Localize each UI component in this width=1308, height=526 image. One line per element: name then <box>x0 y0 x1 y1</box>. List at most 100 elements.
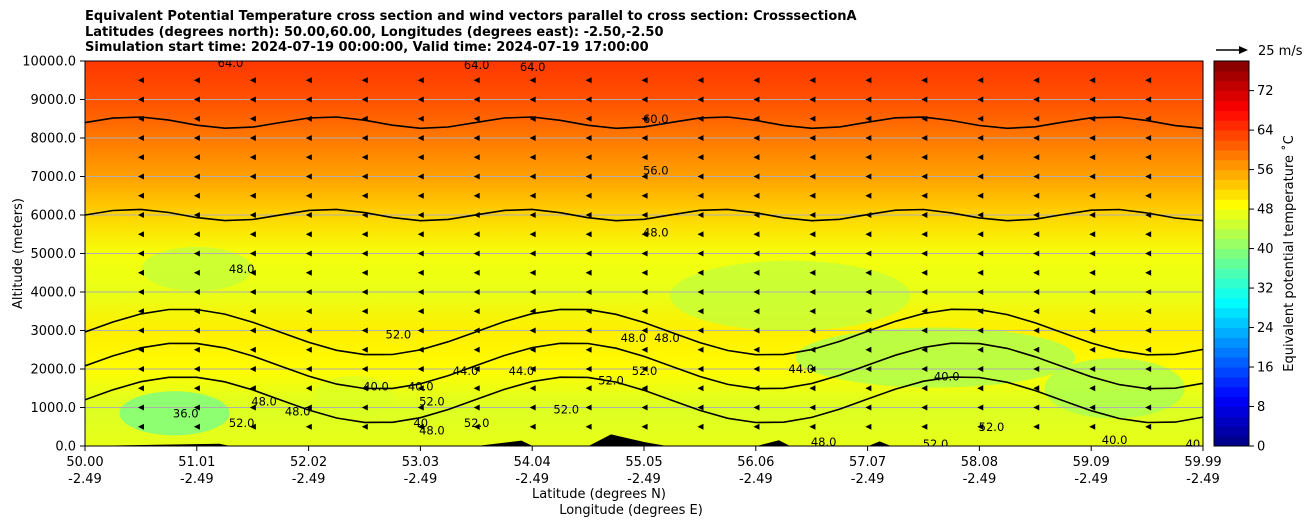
wind-vector <box>697 385 704 392</box>
wind-vector <box>585 250 592 257</box>
wind-vector <box>585 96 592 103</box>
chart-title: Equivalent Potential Temperature cross s… <box>85 9 857 56</box>
wind-vector <box>137 192 144 199</box>
wind-vector <box>585 327 592 334</box>
wind-vector <box>697 346 704 353</box>
wind-vector <box>249 96 256 103</box>
wind-vector <box>1033 135 1040 141</box>
wind-vector <box>641 212 648 218</box>
wind-vector <box>361 231 368 238</box>
wind-vector <box>977 135 984 141</box>
wind-vector <box>193 423 200 430</box>
wind-vector <box>193 269 200 276</box>
wind-vector <box>697 77 704 84</box>
wind-vector <box>1145 192 1152 199</box>
wind-vector <box>809 173 816 180</box>
x-tick-label-lon: -2.49 <box>1074 472 1108 487</box>
wind-vector <box>753 192 760 199</box>
wind-vector <box>361 289 368 295</box>
wind-vector <box>753 385 760 392</box>
wind-vector <box>529 250 536 257</box>
wind-vector <box>529 77 536 84</box>
wind-vector <box>1089 404 1096 411</box>
wind-vector <box>417 327 424 334</box>
wind-vector <box>921 327 928 334</box>
wind-key-arrow-head <box>1239 46 1248 54</box>
colorbar-level <box>1214 436 1249 447</box>
wind-vector <box>473 423 480 430</box>
wind-vector <box>361 327 368 334</box>
wind-vector <box>1033 404 1040 411</box>
contour-label: 40.0 <box>1102 433 1128 447</box>
wind-vector <box>753 269 760 276</box>
wind-vector <box>137 366 144 372</box>
low-theta-e-region <box>313 375 394 416</box>
wind-vector <box>473 385 480 392</box>
contour-label: 48.0 <box>419 424 445 438</box>
wind-vector <box>697 154 704 161</box>
y-tick-label: 3000.0 <box>31 324 77 339</box>
x-tick-label-lon: -2.49 <box>739 472 773 487</box>
wind-vector <box>417 404 424 411</box>
wind-vector <box>1033 77 1040 84</box>
wind-vector <box>697 366 704 372</box>
wind-vector <box>305 250 312 257</box>
colorbar-tick-label: 64 <box>1257 124 1274 139</box>
wind-vector <box>977 250 984 257</box>
wind-vector <box>473 192 480 199</box>
wind-vector <box>417 385 424 392</box>
wind-vector <box>809 192 816 199</box>
wind-vector <box>361 135 368 141</box>
wind-vector <box>1089 192 1096 199</box>
wind-vector <box>809 231 816 238</box>
contour-label: 48.0 <box>654 331 680 345</box>
wind-vector <box>1145 231 1152 238</box>
wind-vector <box>1033 154 1040 161</box>
wind-vector <box>1089 327 1096 334</box>
wind-vector <box>809 423 816 430</box>
wind-vector <box>1145 366 1152 372</box>
wind-vector <box>865 77 872 84</box>
wind-vector <box>1033 423 1040 430</box>
wind-vector <box>809 404 816 411</box>
wind-vector <box>305 404 312 411</box>
wind-vector <box>753 366 760 372</box>
colorbar-level <box>1214 179 1249 190</box>
wind-vector <box>641 423 648 430</box>
wind-vector <box>193 250 200 257</box>
contour-line <box>85 116 1203 130</box>
wind-vector <box>1033 308 1040 315</box>
x-tick-label-lat: 57.07 <box>849 455 886 470</box>
wind-vector <box>921 346 928 353</box>
contour-label: 52.0 <box>229 416 255 430</box>
wind-vector <box>865 346 872 353</box>
colorbar-tick-label: 40 <box>1257 242 1274 257</box>
wind-vector <box>305 173 312 180</box>
y-tick-label: 8000.0 <box>31 132 77 147</box>
wind-vector <box>641 346 648 353</box>
wind-vector <box>529 327 536 334</box>
wind-vector <box>361 154 368 161</box>
wind-vector <box>697 423 704 430</box>
colorbar-level <box>1214 228 1249 240</box>
wind-vector <box>417 77 424 84</box>
wind-vector <box>417 135 424 141</box>
wind-vector <box>417 346 424 353</box>
wind-vector <box>921 385 928 392</box>
contour-label: 52.0 <box>464 416 490 430</box>
wind-vector <box>865 289 872 295</box>
wind-vector <box>249 289 256 295</box>
wind-vector <box>473 96 480 103</box>
wind-vector <box>1089 423 1096 430</box>
wind-vector <box>361 77 368 84</box>
wind-vector <box>417 115 424 122</box>
wind-vector <box>305 96 312 103</box>
y-tick-label: 5000.0 <box>31 247 77 262</box>
wind-vector <box>753 308 760 315</box>
wind-vector <box>865 192 872 199</box>
wind-vector <box>249 77 256 84</box>
wind-vector <box>697 327 704 334</box>
wind-vector <box>417 423 424 430</box>
wind-vector <box>249 250 256 257</box>
